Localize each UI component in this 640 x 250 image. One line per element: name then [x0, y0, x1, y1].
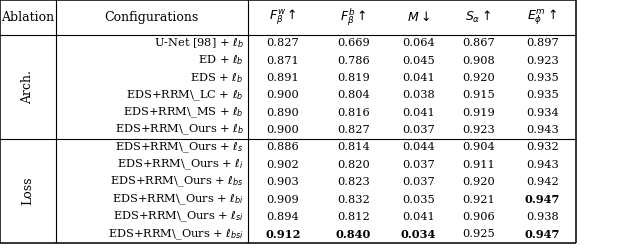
- Text: 0.037: 0.037: [402, 177, 435, 187]
- Text: 0.034: 0.034: [401, 229, 436, 240]
- Text: EDS+RRM\_Ours + $\ell_i$: EDS+RRM\_Ours + $\ell_i$: [117, 158, 244, 172]
- Text: 0.894: 0.894: [266, 212, 300, 222]
- Text: 0.871: 0.871: [266, 56, 300, 66]
- Text: 0.035: 0.035: [402, 194, 435, 204]
- Text: 0.908: 0.908: [462, 56, 495, 66]
- Text: 0.921: 0.921: [462, 194, 495, 204]
- Text: 0.912: 0.912: [265, 229, 301, 240]
- Text: 0.920: 0.920: [462, 73, 495, 83]
- Text: 0.812: 0.812: [337, 212, 370, 222]
- Text: 0.906: 0.906: [462, 212, 495, 222]
- Text: $F_{\beta}^{w}\uparrow$: $F_{\beta}^{w}\uparrow$: [269, 8, 297, 27]
- Text: 0.804: 0.804: [337, 90, 370, 100]
- Text: $F_{\beta}^{b}\uparrow$: $F_{\beta}^{b}\uparrow$: [340, 6, 367, 28]
- Text: $S_{\alpha}\uparrow$: $S_{\alpha}\uparrow$: [465, 9, 492, 25]
- Text: 0.041: 0.041: [402, 73, 435, 83]
- Text: 0.038: 0.038: [402, 90, 435, 100]
- Text: 0.045: 0.045: [402, 56, 435, 66]
- Text: EDS+RRM\_Ours + $\ell_s$: EDS+RRM\_Ours + $\ell_s$: [115, 140, 244, 155]
- Text: 0.041: 0.041: [402, 212, 435, 222]
- Text: 0.943: 0.943: [526, 160, 559, 170]
- Text: 0.900: 0.900: [266, 125, 300, 135]
- Text: 0.814: 0.814: [337, 142, 370, 152]
- Text: EDS+RRM\_Ours + $\ell_{bi}$: EDS+RRM\_Ours + $\ell_{bi}$: [112, 192, 244, 207]
- Text: 0.915: 0.915: [462, 90, 495, 100]
- Text: EDS+RRM\_Ours + $\ell_{bs}$: EDS+RRM\_Ours + $\ell_{bs}$: [110, 175, 244, 190]
- Text: 0.919: 0.919: [462, 108, 495, 118]
- Text: 0.938: 0.938: [526, 212, 559, 222]
- Text: EDS+RRM\_Ours + $\ell_b$: EDS+RRM\_Ours + $\ell_b$: [115, 123, 244, 137]
- Text: 0.903: 0.903: [266, 177, 300, 187]
- Text: EDS+RRM\_Ours + $\ell_{bsi}$: EDS+RRM\_Ours + $\ell_{bsi}$: [108, 227, 244, 242]
- Text: 0.902: 0.902: [266, 160, 300, 170]
- Text: 0.037: 0.037: [402, 160, 435, 170]
- Text: 0.943: 0.943: [526, 125, 559, 135]
- Text: 0.909: 0.909: [266, 194, 300, 204]
- Text: 0.827: 0.827: [337, 125, 370, 135]
- Text: Ablation: Ablation: [1, 11, 54, 24]
- Text: 0.923: 0.923: [462, 125, 495, 135]
- Text: 0.923: 0.923: [526, 56, 559, 66]
- Text: Arch.: Arch.: [21, 70, 35, 103]
- Text: 0.819: 0.819: [337, 73, 370, 83]
- Text: 0.947: 0.947: [525, 229, 560, 240]
- Text: U-Net [98] + $\ell_b$: U-Net [98] + $\ell_b$: [154, 36, 244, 50]
- Text: 0.911: 0.911: [462, 160, 495, 170]
- Text: 0.064: 0.064: [402, 38, 435, 48]
- Text: EDS+RRM\_LC + $\ell_b$: EDS+RRM\_LC + $\ell_b$: [126, 88, 244, 102]
- Text: 0.867: 0.867: [462, 38, 495, 48]
- Text: 0.786: 0.786: [337, 56, 370, 66]
- Text: 0.934: 0.934: [526, 108, 559, 118]
- Text: 0.832: 0.832: [337, 194, 370, 204]
- Text: 0.904: 0.904: [462, 142, 495, 152]
- Text: 0.932: 0.932: [526, 142, 559, 152]
- Text: 0.925: 0.925: [462, 229, 495, 239]
- Text: 0.840: 0.840: [335, 229, 371, 240]
- Text: 0.891: 0.891: [266, 73, 300, 83]
- Text: EDS+RRM\_Ours + $\ell_{si}$: EDS+RRM\_Ours + $\ell_{si}$: [113, 210, 244, 224]
- Text: 0.037: 0.037: [402, 125, 435, 135]
- Text: 0.669: 0.669: [337, 38, 370, 48]
- Text: 0.897: 0.897: [526, 38, 559, 48]
- Text: 0.820: 0.820: [337, 160, 370, 170]
- Text: 0.920: 0.920: [462, 177, 495, 187]
- Text: 0.827: 0.827: [266, 38, 300, 48]
- Text: EDS+RRM\_MS + $\ell_b$: EDS+RRM\_MS + $\ell_b$: [123, 106, 244, 120]
- Text: 0.886: 0.886: [266, 142, 300, 152]
- Text: 0.816: 0.816: [337, 108, 370, 118]
- Text: Configurations: Configurations: [104, 11, 199, 24]
- Text: EDS + $\ell_b$: EDS + $\ell_b$: [191, 71, 244, 85]
- Text: 0.823: 0.823: [337, 177, 370, 187]
- Text: 0.947: 0.947: [525, 194, 560, 205]
- Text: 0.935: 0.935: [526, 73, 559, 83]
- Text: 0.900: 0.900: [266, 90, 300, 100]
- Text: 0.041: 0.041: [402, 108, 435, 118]
- Text: 0.942: 0.942: [526, 177, 559, 187]
- Text: $E_{\phi}^{m}\uparrow$: $E_{\phi}^{m}\uparrow$: [527, 8, 557, 27]
- Text: 0.935: 0.935: [526, 90, 559, 100]
- Text: 0.044: 0.044: [402, 142, 435, 152]
- Text: $M\downarrow$: $M\downarrow$: [406, 10, 430, 24]
- Text: Loss: Loss: [21, 177, 35, 205]
- Text: ED + $\ell_b$: ED + $\ell_b$: [198, 54, 244, 68]
- Text: 0.890: 0.890: [266, 108, 300, 118]
